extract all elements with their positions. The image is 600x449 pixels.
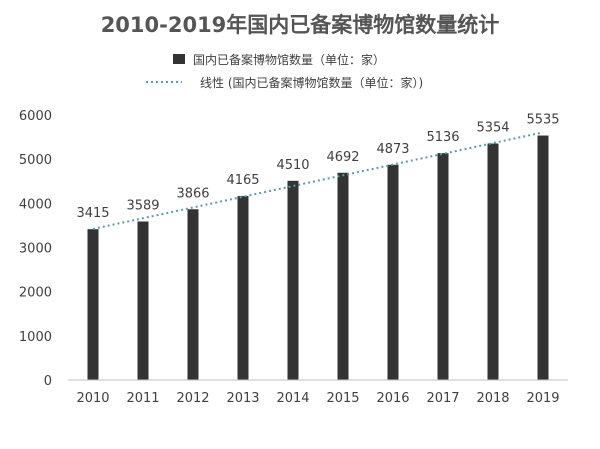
x-tick-label: 2018 <box>476 391 509 406</box>
bar <box>237 196 249 380</box>
x-tick-label: 2016 <box>376 391 409 406</box>
data-label: 3415 <box>76 206 109 221</box>
data-label: 5354 <box>476 121 509 136</box>
data-label: 3866 <box>176 186 209 201</box>
y-tick-label: 6000 <box>19 109 52 124</box>
bar <box>337 172 349 380</box>
data-labels: 3415 3589 3866 4165 4510 4692 4873 5136 5354 5535 <box>76 113 559 222</box>
x-axis: 2010 2011 2012 2013 2014 2015 2016 2017 2018 2019 <box>68 379 568 406</box>
x-tick-label: 2014 <box>276 391 309 406</box>
bar <box>137 221 149 380</box>
y-tick-label: 0 <box>44 374 52 389</box>
y-tick-label: 4000 <box>19 197 52 212</box>
data-label: 4873 <box>376 142 409 157</box>
data-label: 3589 <box>126 198 159 213</box>
data-label: 4692 <box>326 150 359 165</box>
x-tick-label: 2011 <box>126 391 159 406</box>
bar <box>87 229 99 380</box>
x-tick-label: 2013 <box>226 391 259 406</box>
y-axis: 0 1000 2000 3000 4000 5000 6000 <box>19 109 52 389</box>
x-tick-label: 2015 <box>326 391 359 406</box>
bar <box>287 180 299 380</box>
bar <box>537 135 549 380</box>
trendline <box>92 131 544 230</box>
data-label: 5535 <box>526 113 559 128</box>
y-tick-label: 1000 <box>19 330 52 345</box>
bar <box>487 143 499 380</box>
data-label: 4510 <box>276 158 309 173</box>
x-tick-label: 2019 <box>526 391 559 406</box>
legend-series-label: 国内已备案博物馆数量（单位：家） <box>193 52 385 67</box>
legend-trend-label: 线性 (国内已备案博物馆数量（单位：家）) <box>200 75 423 90</box>
data-label: 4165 <box>226 173 259 188</box>
y-tick-label: 2000 <box>19 286 52 301</box>
y-tick-label: 3000 <box>19 242 52 257</box>
legend: 国内已备案博物馆数量（单位：家） 线性 (国内已备案博物馆数量（单位：家）) <box>146 52 423 90</box>
trendline-path <box>92 131 544 230</box>
bar <box>437 153 449 380</box>
x-tick-label: 2012 <box>176 391 209 406</box>
x-tick-label: 2010 <box>76 391 109 406</box>
chart-title: 2010-2019年国内已备案博物馆数量统计 <box>101 13 500 37</box>
bar <box>187 209 199 380</box>
legend-bar-swatch <box>173 54 185 64</box>
data-label: 5136 <box>426 130 459 145</box>
bar <box>387 164 399 380</box>
y-tick-label: 5000 <box>19 153 52 168</box>
x-tick-label: 2017 <box>426 391 459 406</box>
bars <box>87 135 549 380</box>
